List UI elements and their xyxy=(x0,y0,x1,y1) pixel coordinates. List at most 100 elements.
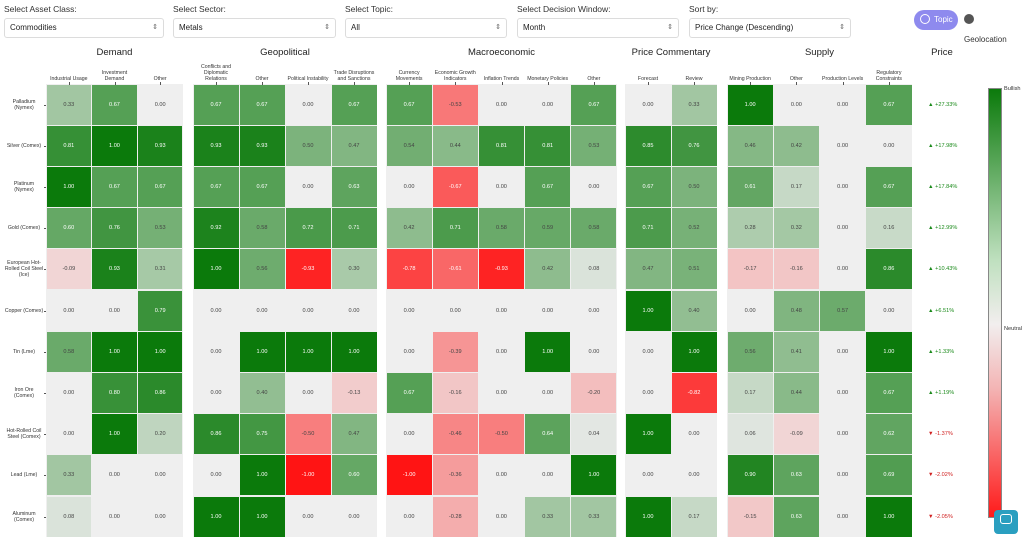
heatmap-cell[interactable]: 0.93 xyxy=(239,125,285,166)
heatmap-cell[interactable]: 0.53 xyxy=(571,125,617,166)
heatmap-cell[interactable]: 0.20 xyxy=(137,414,183,455)
heatmap-cell[interactable]: 1.00 xyxy=(193,249,239,290)
heatmap-cell[interactable]: 0.42 xyxy=(525,249,571,290)
heatmap-cell[interactable]: 0.72 xyxy=(285,208,331,249)
heatmap-cell[interactable]: 0.67 xyxy=(92,84,137,125)
heatmap-cell[interactable]: -1.00 xyxy=(386,455,432,496)
heatmap-cell[interactable]: 0.00 xyxy=(478,84,525,125)
heatmap-cell[interactable]: 0.58 xyxy=(239,208,285,249)
heatmap-cell[interactable]: 0.67 xyxy=(331,84,377,125)
heatmap-cell[interactable]: 0.67 xyxy=(239,166,285,208)
heatmap-cell[interactable]: 1.00 xyxy=(727,84,773,125)
heatmap-cell[interactable]: 0.04 xyxy=(571,414,617,455)
heatmap-cell[interactable]: 0.47 xyxy=(331,125,377,166)
heatmap-cell[interactable]: 0.90 xyxy=(727,455,773,496)
heatmap-cell[interactable]: 0.33 xyxy=(571,496,617,537)
heatmap-cell[interactable]: 0.17 xyxy=(773,166,819,208)
heatmap-cell[interactable]: 0.93 xyxy=(92,249,137,290)
heatmap-cell[interactable]: -0.78 xyxy=(386,249,432,290)
heatmap-cell[interactable]: 1.00 xyxy=(331,331,377,372)
heatmap-cell[interactable]: 0.57 xyxy=(820,290,866,331)
heatmap-cell[interactable]: 0.71 xyxy=(432,208,478,249)
heatmap-cell[interactable]: -0.15 xyxy=(727,496,773,537)
heatmap-cell[interactable]: 0.67 xyxy=(193,166,239,208)
heatmap-cell[interactable]: 0.47 xyxy=(331,414,377,455)
topic-toggle-button[interactable]: Topic xyxy=(914,10,958,30)
heatmap-cell[interactable]: 0.62 xyxy=(866,414,912,455)
heatmap-cell[interactable]: -0.50 xyxy=(478,414,525,455)
heatmap-cell[interactable]: 0.81 xyxy=(478,125,525,166)
heatmap-cell[interactable]: 0.00 xyxy=(866,125,912,166)
heatmap-cell[interactable]: 0.79 xyxy=(137,290,183,331)
heatmap-cell[interactable]: 1.00 xyxy=(239,331,285,372)
heatmap-cell[interactable]: -0.50 xyxy=(285,414,331,455)
heatmap-cell[interactable]: 0.00 xyxy=(386,290,432,331)
heatmap-cell[interactable]: 0.33 xyxy=(46,84,92,125)
heatmap-cell[interactable]: 0.00 xyxy=(478,290,525,331)
heatmap-cell[interactable]: 0.00 xyxy=(820,372,866,414)
heatmap-cell[interactable]: 0.00 xyxy=(625,455,671,496)
heatmap-cell[interactable]: 0.00 xyxy=(92,455,137,496)
heatmap-cell[interactable]: 0.00 xyxy=(285,84,331,125)
heatmap-cell[interactable]: 0.00 xyxy=(525,290,571,331)
heatmap-cell[interactable]: 0.00 xyxy=(285,372,331,414)
heatmap-cell[interactable]: 0.42 xyxy=(773,125,819,166)
heatmap-cell[interactable]: -0.16 xyxy=(432,372,478,414)
heatmap-cell[interactable]: 0.00 xyxy=(525,372,571,414)
heatmap-cell[interactable]: -0.20 xyxy=(571,372,617,414)
heatmap-cell[interactable]: 0.40 xyxy=(239,372,285,414)
heatmap-cell[interactable]: 0.50 xyxy=(671,166,717,208)
heatmap-cell[interactable]: 0.86 xyxy=(866,249,912,290)
heatmap-cell[interactable]: 0.17 xyxy=(671,496,717,537)
heatmap-cell[interactable]: 0.00 xyxy=(820,84,866,125)
heatmap-cell[interactable]: 1.00 xyxy=(46,166,92,208)
heatmap-cell[interactable]: 0.92 xyxy=(193,208,239,249)
heatmap-cell[interactable]: 0.67 xyxy=(525,166,571,208)
heatmap-cell[interactable]: 0.00 xyxy=(46,414,92,455)
heatmap-cell[interactable]: 0.00 xyxy=(571,166,617,208)
heatmap-cell[interactable]: 0.00 xyxy=(285,290,331,331)
heatmap-cell[interactable]: 0.00 xyxy=(571,331,617,372)
heatmap-cell[interactable]: 0.00 xyxy=(478,372,525,414)
heatmap-cell[interactable]: 0.67 xyxy=(92,166,137,208)
heatmap-cell[interactable]: 0.60 xyxy=(331,455,377,496)
heatmap-cell[interactable]: -0.09 xyxy=(46,249,92,290)
heatmap-cell[interactable]: 0.67 xyxy=(386,372,432,414)
heatmap-cell[interactable]: 1.00 xyxy=(866,331,912,372)
heatmap-cell[interactable]: 0.60 xyxy=(46,208,92,249)
heatmap-cell[interactable]: 0.08 xyxy=(571,249,617,290)
heatmap-cell[interactable]: 0.00 xyxy=(92,290,137,331)
heatmap-cell[interactable]: 0.00 xyxy=(193,331,239,372)
heatmap-cell[interactable]: 0.08 xyxy=(46,496,92,537)
heatmap-cell[interactable]: 0.33 xyxy=(46,455,92,496)
heatmap-cell[interactable]: 0.93 xyxy=(137,125,183,166)
heatmap-cell[interactable]: 0.00 xyxy=(137,496,183,537)
heatmap-cell[interactable]: 0.00 xyxy=(331,290,377,331)
heatmap-cell[interactable]: 0.00 xyxy=(525,455,571,496)
heatmap-cell[interactable]: 1.00 xyxy=(285,331,331,372)
heatmap-cell[interactable]: 0.59 xyxy=(525,208,571,249)
heatmap-cell[interactable]: 0.00 xyxy=(193,290,239,331)
topic-select[interactable]: All ⇕ xyxy=(345,18,507,38)
heatmap-cell[interactable]: 0.00 xyxy=(478,331,525,372)
heatmap-cell[interactable]: 0.53 xyxy=(137,208,183,249)
heatmap-cell[interactable]: 0.30 xyxy=(331,249,377,290)
heatmap-cell[interactable]: 0.63 xyxy=(331,166,377,208)
heatmap-cell[interactable]: 0.67 xyxy=(193,84,239,125)
heatmap-cell[interactable]: 0.00 xyxy=(820,249,866,290)
heatmap-cell[interactable]: 1.00 xyxy=(571,455,617,496)
heatmap-cell[interactable]: -0.53 xyxy=(432,84,478,125)
heatmap-cell[interactable]: 1.00 xyxy=(193,496,239,537)
heatmap-cell[interactable]: 0.42 xyxy=(386,208,432,249)
heatmap-cell[interactable]: 0.00 xyxy=(773,84,819,125)
heatmap-cell[interactable]: -1.00 xyxy=(285,455,331,496)
heatmap-cell[interactable]: -0.61 xyxy=(432,249,478,290)
heatmap-cell[interactable]: 0.00 xyxy=(386,496,432,537)
heatmap-cell[interactable]: -0.09 xyxy=(773,414,819,455)
heatmap-cell[interactable]: 1.00 xyxy=(625,414,671,455)
heatmap-cell[interactable]: -0.16 xyxy=(773,249,819,290)
asset-class-select[interactable]: Commodities ⇕ xyxy=(4,18,164,38)
heatmap-cell[interactable]: 0.06 xyxy=(727,414,773,455)
heatmap-cell[interactable]: 0.00 xyxy=(727,290,773,331)
heatmap-cell[interactable]: 0.32 xyxy=(773,208,819,249)
